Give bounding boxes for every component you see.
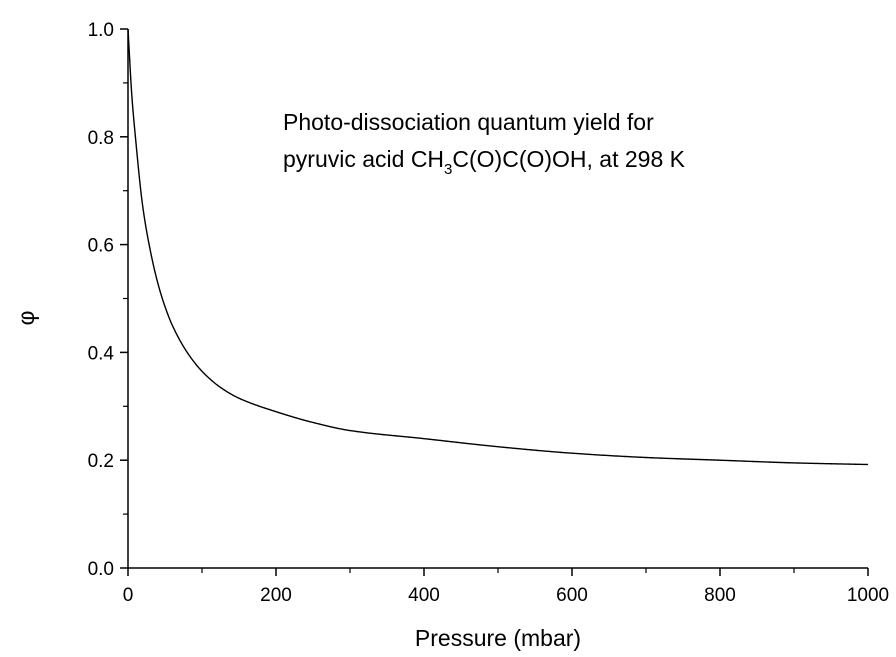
x-tick-label: 400: [408, 585, 440, 606]
y-tick-label: 0.2: [88, 451, 114, 472]
y-axis-title: φ: [13, 311, 39, 326]
annotation-line-2-prefix: pyruvic acid CH: [283, 146, 444, 172]
y-tick-label: 0.6: [88, 236, 114, 257]
y-tick-label: 0.4: [88, 343, 115, 364]
annotation-line-2-suffix: C(O)C(O)OH, at 298 K: [452, 146, 685, 172]
annotation-line-2: pyruvic acid CH3C(O)C(O)OH, at 298 K: [283, 146, 686, 178]
y-tick-label: 0.8: [88, 128, 114, 149]
y-tick-label: 0.0: [88, 559, 114, 580]
x-tick-label: 800: [704, 585, 736, 606]
series-line: [127, 28, 869, 466]
annotation-line-1: Photo-dissociation quantum yield for: [283, 109, 654, 135]
x-tick-label: 200: [260, 585, 292, 606]
x-axis-title: Pressure (mbar): [415, 625, 581, 651]
y-ticks: 0.0 0.2 0.4 0.6 0.8 1.0: [88, 20, 128, 580]
annotation-subscript: 3: [444, 161, 452, 178]
series-layer: [127, 28, 869, 466]
y-tick-label: 1.0: [88, 20, 114, 41]
x-ticks: 0 200 400 600 800 1000: [123, 568, 889, 606]
x-tick-label: 0: [123, 585, 134, 606]
x-tick-label: 600: [556, 585, 588, 606]
chart-annotation: Photo-dissociation quantum yield for pyr…: [283, 109, 686, 178]
x-tick-label: 1000: [847, 585, 889, 606]
